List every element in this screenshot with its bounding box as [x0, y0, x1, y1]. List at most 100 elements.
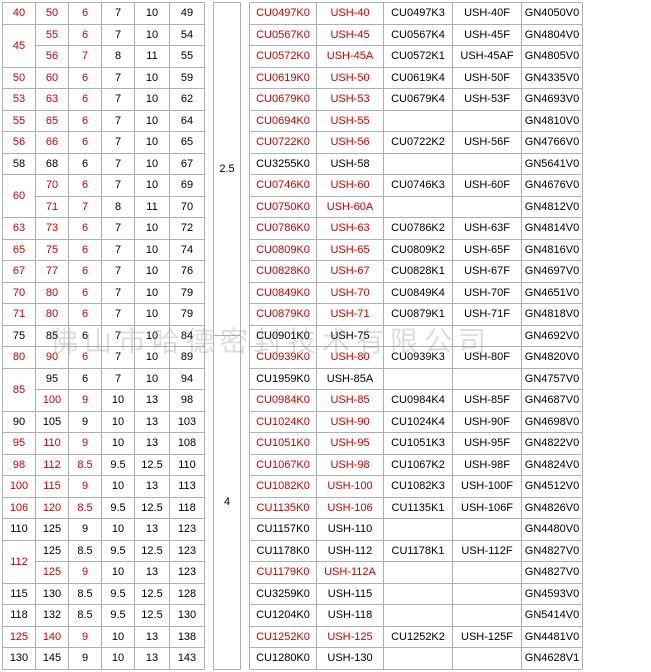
cell-c2 [384, 110, 453, 132]
cell-c4: 13 [135, 433, 170, 455]
table-row: 5666671065 [3, 132, 205, 154]
cell-c4: GN4820V0 [522, 347, 583, 369]
table-row: 6575671074 [3, 239, 205, 261]
cell-c1: 110 [36, 433, 69, 455]
cell-c4: 12.5 [135, 540, 170, 562]
cell-c5: 103 [170, 411, 205, 433]
cell-c1: 68 [36, 153, 69, 175]
cell-c1: 120 [36, 497, 69, 519]
table-row: CU1178K0USH-112CU1178K1USH-112FGN4827V0 [250, 540, 583, 562]
cell-c3 [453, 368, 522, 390]
table-row: CU1204K0USH-118GN5414V0 [250, 605, 583, 627]
cell-c1: USH-53 [317, 89, 384, 111]
right-table: CU0497K0USH-40CU0497K3USH-40FGN4050V0CU0… [249, 2, 583, 670]
table-row: CU0939K0USH-80CU0939K3USH-80FGN4820V0 [250, 347, 583, 369]
table-row: CU0786K0USH-63CU0786K2USH-63FGN4814V0 [250, 218, 583, 240]
cell-c2: 6 [69, 175, 102, 197]
cell-c3: 7 [102, 153, 135, 175]
table-row: CU1280K0USH-130GN4628V1 [250, 648, 583, 670]
cell-c4: GN4335V0 [522, 67, 583, 89]
cell-c3: USH-56F [453, 132, 522, 154]
cell-c2: 6 [69, 347, 102, 369]
cell-c2: CU0786K2 [384, 218, 453, 240]
cell-c2: 6 [69, 368, 102, 390]
cell-c2: 8.5 [69, 497, 102, 519]
left-table: 4050671049455567105456781155506067105953… [2, 2, 205, 670]
cell-c3: 8 [102, 46, 135, 68]
cell-c5: 130 [170, 605, 205, 627]
cell-c5: 65 [170, 132, 205, 154]
cell-c5: 94 [170, 368, 205, 390]
cell-c3: USH-67F [453, 261, 522, 283]
cell-c4: GN4804V0 [522, 24, 583, 46]
cell-c3: USH-90F [453, 411, 522, 433]
cell-c3: 7 [102, 261, 135, 283]
cell-c4: GN4593V0 [522, 583, 583, 605]
cell-c1: 125 [36, 519, 69, 541]
cell-c4: GN5414V0 [522, 605, 583, 627]
cell-c2 [384, 153, 453, 175]
cell-col0: 58 [3, 153, 36, 175]
cell-c2: CU0809K2 [384, 239, 453, 261]
cell-c1: USH-71 [317, 304, 384, 326]
cell-c4: GN4687V0 [522, 390, 583, 412]
cell-c4: 13 [135, 390, 170, 412]
cell-c0: CU0984K0 [250, 390, 317, 412]
cell-c1: 125 [36, 562, 69, 584]
cell-c3: 10 [102, 648, 135, 670]
cell-c2: 6 [69, 218, 102, 240]
cell-c3 [453, 605, 522, 627]
cell-col0: 90 [3, 411, 36, 433]
table-row: 5060671059 [3, 67, 205, 89]
cell-c1: 105 [36, 411, 69, 433]
cell-c0: CU1280K0 [250, 648, 317, 670]
cell-c1: USH-50 [317, 67, 384, 89]
cell-c5: 128 [170, 583, 205, 605]
table-row: 12514091013138 [3, 626, 205, 648]
cell-c1: USH-60A [317, 196, 384, 218]
cell-c4: 11 [135, 46, 170, 68]
cell-c1: 77 [36, 261, 69, 283]
table-row: 4555671054 [3, 24, 205, 46]
cell-c1: 71 [36, 196, 69, 218]
cell-c3 [453, 562, 522, 584]
cell-c1: USH-58 [317, 153, 384, 175]
cell-c2: 6 [69, 110, 102, 132]
cell-c4: 13 [135, 626, 170, 648]
cell-c3: 7 [102, 132, 135, 154]
cell-c3: USH-98F [453, 454, 522, 476]
cell-c4: GN4676V0 [522, 175, 583, 197]
cell-c3: USH-125F [453, 626, 522, 648]
cell-c2 [384, 325, 453, 347]
cell-c2: CU0879K1 [384, 304, 453, 326]
cell-c3: 9.5 [102, 454, 135, 476]
table-row: CU1082K0USH-100CU1082K3USH-100FGN4512V0 [250, 476, 583, 498]
cell-c1: 85 [36, 325, 69, 347]
cell-col0: 71 [3, 304, 36, 326]
cell-c4: GN4814V0 [522, 218, 583, 240]
cell-c5: 76 [170, 261, 205, 283]
cell-c2 [384, 562, 453, 584]
cell-c2: CU1082K3 [384, 476, 453, 498]
cell-c2: 9 [69, 626, 102, 648]
table-row: 8090671089 [3, 347, 205, 369]
cell-c3: 9.5 [102, 540, 135, 562]
cell-c3: USH-70F [453, 282, 522, 304]
cell-c1: USH-110 [317, 519, 384, 541]
table-row: CU0849K0USH-70CU0849K4USH-70FGN4651V0 [250, 282, 583, 304]
cell-c4: GN4824V0 [522, 454, 583, 476]
cell-c1: 125 [36, 540, 69, 562]
cell-c1: USH-118 [317, 605, 384, 627]
cell-c1: 75 [36, 239, 69, 261]
cell-c5: 118 [170, 497, 205, 519]
cell-c0: CU1051K0 [250, 433, 317, 455]
cell-c2: CU0828K1 [384, 261, 453, 283]
cell-c1: USH-115 [317, 583, 384, 605]
cell-c5: 89 [170, 347, 205, 369]
cell-c0: CU0567K0 [250, 24, 317, 46]
table-row: 5868671067 [3, 153, 205, 175]
cell-c0: CU3255K0 [250, 153, 317, 175]
cell-c2: 9 [69, 519, 102, 541]
cell-c3: 10 [102, 433, 135, 455]
cell-c2: 7 [69, 46, 102, 68]
